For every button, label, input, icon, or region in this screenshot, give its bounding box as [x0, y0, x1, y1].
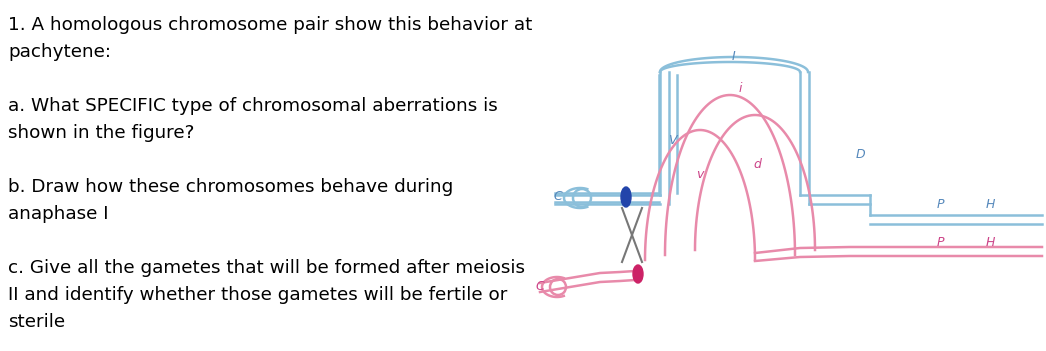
Text: P: P — [936, 199, 943, 212]
Text: shown in the figure?: shown in the figure? — [8, 124, 195, 142]
Text: C: C — [553, 191, 563, 204]
Ellipse shape — [621, 187, 631, 207]
Text: c. Give all the gametes that will be formed after meiosis: c. Give all the gametes that will be for… — [8, 259, 525, 277]
Text: d: d — [753, 159, 760, 172]
Text: H: H — [985, 236, 995, 249]
Text: I: I — [732, 51, 736, 64]
Ellipse shape — [633, 265, 643, 283]
Text: sterile: sterile — [8, 313, 65, 331]
Text: II and identify whether those gametes will be fertile or: II and identify whether those gametes wi… — [8, 286, 507, 304]
Text: i: i — [738, 81, 742, 94]
Text: D: D — [856, 148, 865, 161]
Text: C: C — [536, 280, 544, 293]
Text: P: P — [936, 236, 943, 249]
Text: 1. A homologous chromosome pair show this behavior at: 1. A homologous chromosome pair show thi… — [8, 16, 532, 34]
Text: V: V — [667, 133, 677, 146]
Text: anaphase I: anaphase I — [8, 205, 109, 223]
Text: pachytene:: pachytene: — [8, 43, 111, 61]
Text: v: v — [697, 168, 704, 181]
Text: a. What SPECIFIC type of chromosomal aberrations is: a. What SPECIFIC type of chromosomal abe… — [8, 97, 498, 115]
Text: b. Draw how these chromosomes behave during: b. Draw how these chromosomes behave dur… — [8, 178, 453, 196]
Text: H: H — [985, 199, 995, 212]
